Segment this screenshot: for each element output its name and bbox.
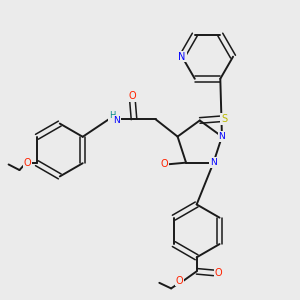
Text: H: H	[109, 111, 116, 120]
Text: O: O	[176, 276, 183, 286]
Text: N: N	[219, 132, 225, 141]
Text: N: N	[114, 116, 120, 125]
Text: O: O	[23, 158, 31, 168]
Text: S: S	[221, 114, 227, 124]
Text: O: O	[129, 91, 136, 101]
Text: O: O	[161, 159, 168, 169]
Text: O: O	[214, 268, 222, 278]
Text: N: N	[178, 52, 186, 62]
Text: N: N	[210, 158, 217, 167]
